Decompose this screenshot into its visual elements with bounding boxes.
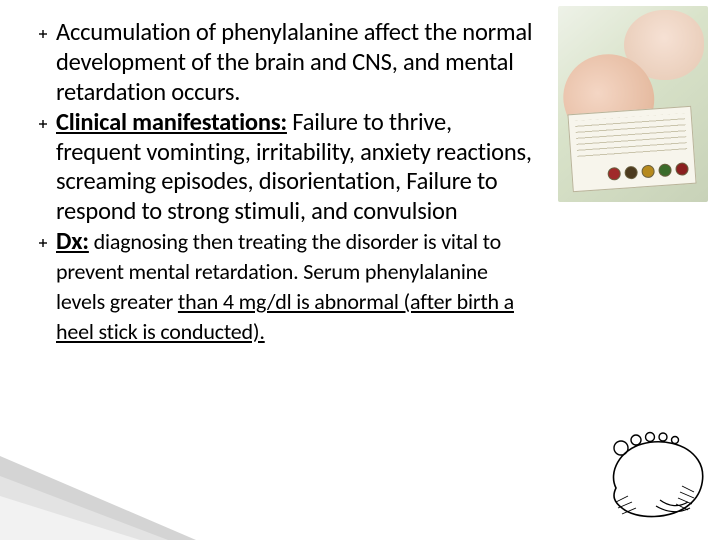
bullet-3-label: Dx: bbox=[56, 226, 89, 256]
bullet-marker-icon bbox=[38, 227, 56, 251]
corner-decoration-icon bbox=[0, 420, 200, 540]
bullet-3-text: Dx: diagnosing then treating the disorde… bbox=[56, 227, 538, 347]
foot-icon bbox=[598, 430, 710, 524]
slide: { "bullets": { "b1": { "text": "Accumula… bbox=[0, 0, 720, 540]
bullet-item-2: Clinical manifestations: Failure to thri… bbox=[38, 108, 538, 228]
bullet-1-text: Accumulation of phenylalanine affect the… bbox=[56, 18, 538, 108]
bullet-item-3: Dx: diagnosing then treating the disorde… bbox=[38, 227, 538, 347]
bullet-list: Accumulation of phenylalanine affect the… bbox=[38, 18, 538, 347]
bullet-2-label: Clinical manifestations: bbox=[56, 107, 287, 137]
bullet-marker-icon bbox=[38, 18, 56, 42]
bullet-2-text: Clinical manifestations: Failure to thri… bbox=[56, 108, 538, 228]
heel-stick-photo bbox=[558, 6, 708, 202]
bullet-item-1: Accumulation of phenylalanine affect the… bbox=[38, 18, 538, 108]
bullet-marker-icon bbox=[38, 108, 56, 132]
